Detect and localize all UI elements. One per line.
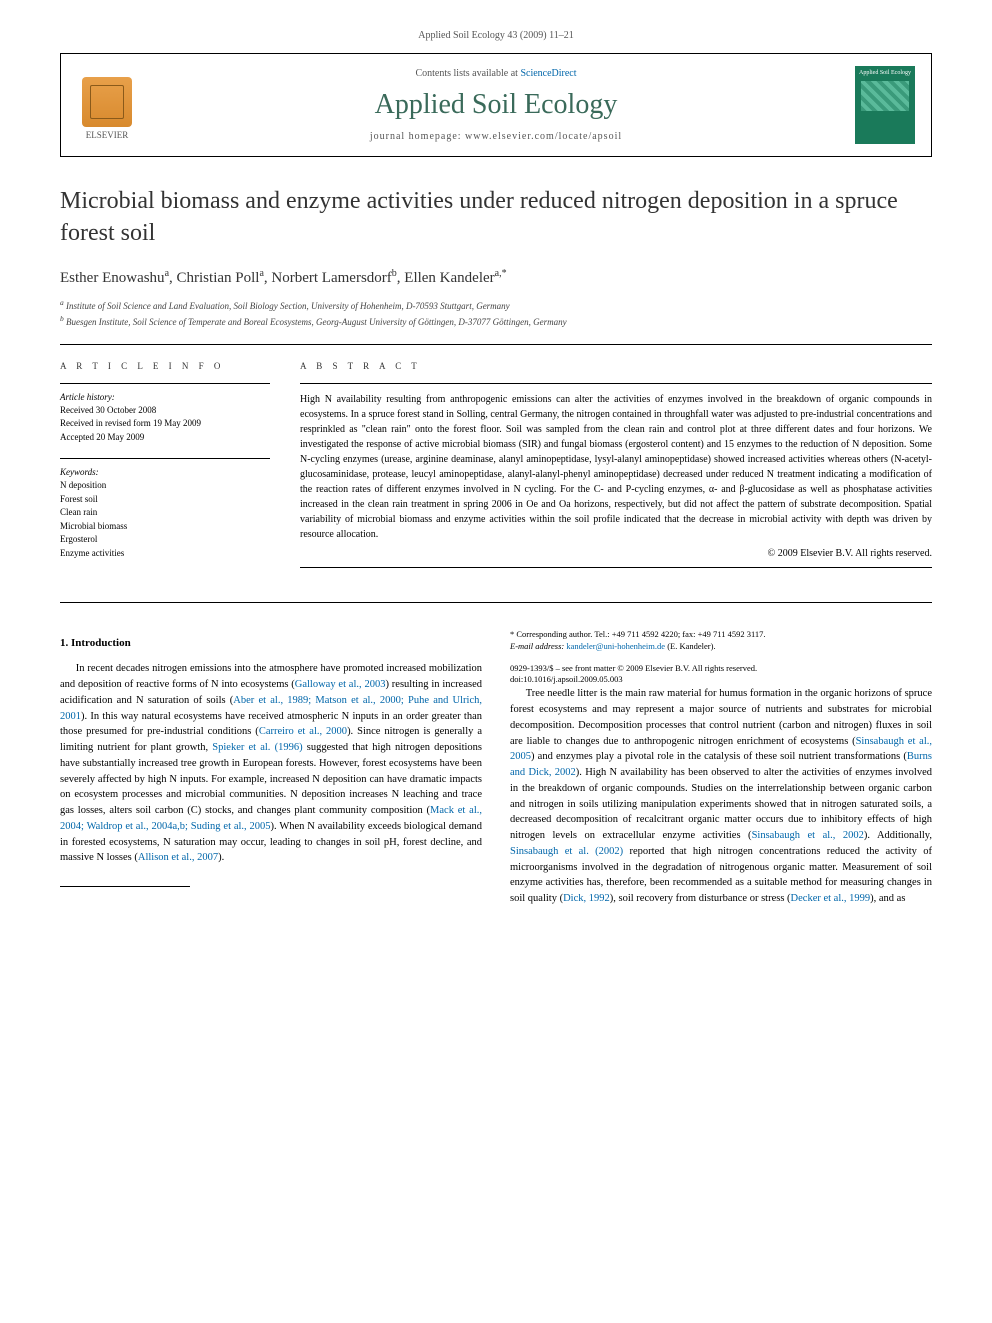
abstract-column: A B S T R A C T High N availability resu…: [300, 361, 932, 576]
sciencedirect-link[interactable]: ScienceDirect: [520, 68, 576, 79]
journal-citation: Applied Soil Ecology 43 (2009) 11–21: [60, 30, 932, 41]
article-title: Microbial biomass and enzyme activities …: [60, 185, 932, 250]
affiliation-a: a Institute of Soil Science and Land Eva…: [60, 297, 932, 314]
history-heading: Article history:: [60, 392, 270, 402]
affiliations: a Institute of Soil Science and Land Eva…: [60, 297, 932, 330]
body-columns: 1. Introduction In recent decades nitrog…: [60, 629, 932, 907]
corresponding-line: * Corresponding author. Tel.: +49 711 45…: [510, 629, 932, 641]
abstract-copyright: © 2009 Elsevier B.V. All rights reserved…: [300, 548, 932, 559]
info-abstract-row: A R T I C L E I N F O Article history: R…: [60, 361, 932, 576]
ref-link[interactable]: Spieker et al. (1996): [212, 742, 302, 753]
abstract-divider: [300, 383, 932, 384]
divider: [60, 344, 932, 345]
authors-list: Esther Enowashua, Christian Polla, Norbe…: [60, 268, 932, 287]
journal-homepage: journal homepage: www.elsevier.com/locat…: [153, 131, 839, 142]
ref-link[interactable]: Sinsabaugh et al. (2002): [510, 846, 623, 857]
info-divider-2: [60, 458, 270, 459]
keywords-heading: Keywords:: [60, 467, 270, 477]
email-link[interactable]: kandeler@uni-hohenheim.de: [566, 641, 665, 651]
header-center: Contents lists available at ScienceDirec…: [153, 68, 839, 142]
intro-paragraph-2: Tree needle litter is the main raw mater…: [510, 686, 932, 907]
body-divider: [60, 602, 932, 603]
corresponding-author-footnote: * Corresponding author. Tel.: +49 711 45…: [510, 629, 932, 653]
ref-link[interactable]: Dick, 1992: [563, 893, 610, 904]
ref-link[interactable]: Galloway et al., 2003: [295, 679, 386, 690]
ref-link[interactable]: Sinsabaugh et al., 2002: [752, 830, 864, 841]
article-info-column: A R T I C L E I N F O Article history: R…: [60, 361, 270, 576]
email-line: E-mail address: kandeler@uni-hohenheim.d…: [510, 641, 932, 653]
abstract-text: High N availability resulting from anthr…: [300, 392, 932, 542]
abstract-heading: A B S T R A C T: [300, 361, 932, 371]
cover-title: Applied Soil Ecology: [859, 70, 911, 77]
journal-name: Applied Soil Ecology: [153, 89, 839, 121]
cover-image-icon: [861, 81, 909, 111]
article-history: Received 30 October 2008Received in revi…: [60, 404, 270, 445]
ref-link[interactable]: Carreiro et al., 2000: [259, 726, 347, 737]
doi-block: 0929-1393/$ – see front matter © 2009 El…: [510, 663, 932, 687]
keywords-list: N depositionForest soilClean rainMicrobi…: [60, 479, 270, 560]
ref-link[interactable]: Allison et al., 2007: [138, 852, 218, 863]
intro-paragraph-1: In recent decades nitrogen emissions int…: [60, 661, 482, 866]
contents-prefix: Contents lists available at: [415, 68, 520, 79]
journal-cover-thumbnail: Applied Soil Ecology: [855, 66, 915, 144]
footnote-separator: [60, 886, 190, 887]
article-info-heading: A R T I C L E I N F O: [60, 361, 270, 371]
affiliation-b: b Buesgen Institute, Soil Science of Tem…: [60, 313, 932, 330]
info-divider: [60, 383, 270, 384]
section-heading-intro: 1. Introduction: [60, 635, 482, 652]
elsevier-tree-icon: [82, 77, 132, 127]
elsevier-logo: ELSEVIER: [77, 70, 137, 140]
journal-header: ELSEVIER Contents lists available at Sci…: [60, 53, 932, 157]
issn-line: 0929-1393/$ – see front matter © 2009 El…: [510, 663, 932, 675]
contents-list-label: Contents lists available at ScienceDirec…: [153, 68, 839, 79]
publisher-label: ELSEVIER: [86, 130, 129, 140]
ref-link[interactable]: Decker et al., 1999: [791, 893, 871, 904]
abstract-divider-bottom: [300, 567, 932, 568]
doi-line: doi:10.1016/j.apsoil.2009.05.003: [510, 674, 932, 686]
